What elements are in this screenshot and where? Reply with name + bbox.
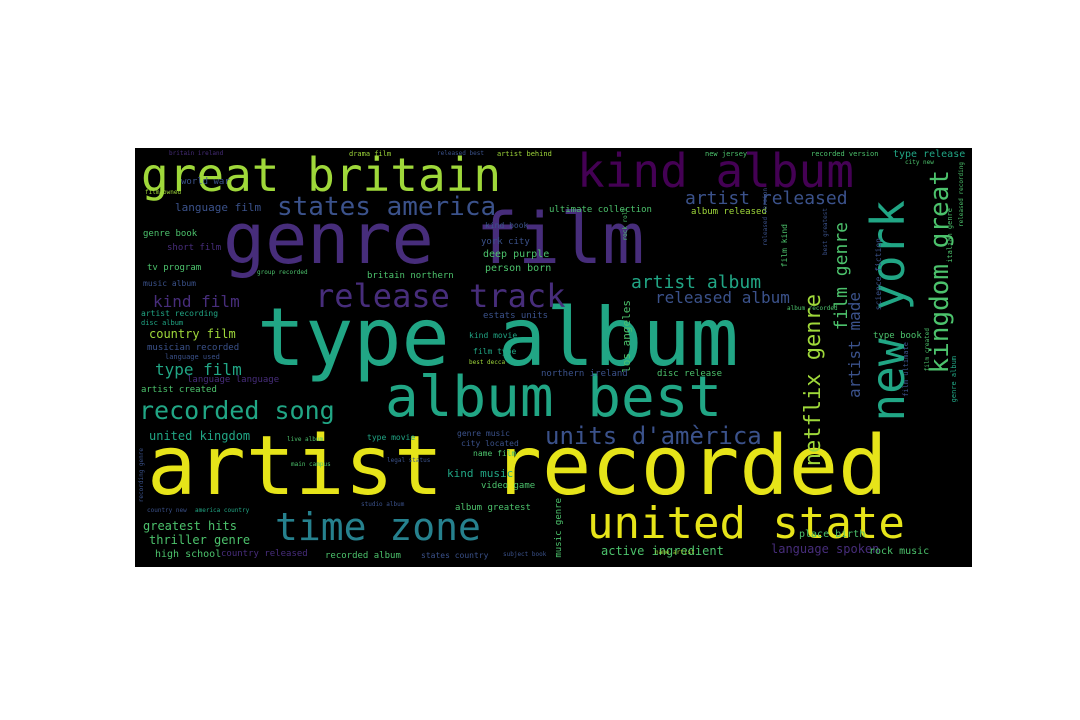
word: artist released (685, 188, 848, 209)
word: states country (421, 551, 489, 560)
word: genre music (457, 429, 510, 438)
word: northern ireland (541, 369, 628, 379)
word: netflix genre (801, 294, 826, 467)
word: deep purple (483, 249, 550, 260)
word: best greatest (822, 208, 829, 255)
word: united state (587, 498, 905, 549)
word: disc album (141, 319, 184, 327)
word: recorded album (325, 551, 401, 561)
word: italian genre (946, 208, 954, 263)
word: type release (893, 149, 966, 160)
word: thriller genre (149, 533, 251, 547)
word: film owned (145, 189, 182, 196)
word: short film (167, 243, 222, 253)
word: released version (762, 188, 769, 246)
word: science fiction (874, 238, 883, 311)
word: name artist (655, 549, 695, 556)
word: type book (873, 331, 922, 341)
word: active ingredient (601, 544, 724, 558)
word: country film (149, 327, 236, 341)
word: album released (691, 207, 767, 217)
word: main campus (291, 461, 331, 468)
word: drama film (349, 150, 392, 158)
word: ultimate collection (549, 205, 652, 215)
word: group recorded (257, 269, 308, 276)
word: world war (181, 177, 230, 187)
word: kind film (153, 292, 240, 311)
word: artist recorded (147, 419, 888, 514)
word: kind movie (469, 331, 518, 340)
word: estats units (483, 311, 549, 321)
word: language spoken (771, 542, 880, 556)
word: artist album (631, 272, 762, 293)
word-cloud: artist recorded type album genre film al… (135, 148, 972, 567)
word: country released (221, 549, 308, 559)
word: artist created (141, 385, 217, 395)
word: new jersey (705, 150, 748, 158)
word: tv program (147, 263, 202, 273)
word: live album (287, 436, 324, 443)
word: released album (655, 288, 790, 307)
word: artist behind (497, 150, 552, 158)
word: time zone (275, 505, 481, 549)
word: music genre (554, 498, 564, 558)
word: recording genre (138, 448, 145, 503)
word: film type (473, 347, 517, 356)
word: kind music (447, 467, 514, 480)
word: release track (315, 277, 566, 315)
word: artist made (845, 292, 864, 398)
word: kind album (577, 148, 854, 198)
word: type film (155, 360, 242, 379)
word: music album (143, 279, 196, 288)
word: studio album (361, 501, 405, 508)
word: genre album (950, 356, 958, 403)
word: film kind (780, 224, 789, 268)
word: place birth (799, 529, 866, 540)
word: film ultimate (902, 342, 910, 397)
word: genre film (223, 198, 645, 280)
word: york city (481, 237, 530, 247)
word: person born (485, 263, 552, 274)
word: los angeles (620, 300, 633, 373)
word: name film (473, 449, 517, 458)
word: rock music (869, 546, 930, 557)
word: high school (155, 549, 222, 560)
word: album best (385, 365, 723, 430)
word: film created (924, 328, 931, 372)
word: artist recording (141, 309, 219, 318)
word: language film (175, 201, 262, 214)
word: released recording (958, 162, 965, 228)
word: language language (187, 375, 280, 385)
word: legal status (387, 457, 431, 464)
word: best decca (469, 359, 506, 366)
word: type album (257, 291, 739, 384)
word: city located (461, 439, 519, 448)
word: britain ireland (169, 150, 224, 157)
word: greatest hits (143, 519, 237, 533)
word: america country (195, 507, 250, 514)
word: recorded version (811, 150, 879, 158)
word: recorded song (139, 396, 335, 425)
word: great britain (141, 148, 502, 202)
word: genre book (143, 229, 198, 239)
word: language used (165, 353, 220, 361)
word: units d'amèrica (545, 422, 762, 450)
word: city new (905, 159, 934, 166)
word: musician recorded (147, 343, 240, 353)
word: united kingdom (149, 429, 251, 443)
word: album recorded (787, 305, 838, 312)
word: subject book (503, 551, 547, 558)
word: type movie (367, 433, 416, 442)
word: britain northern (367, 271, 454, 281)
word: disc release (657, 369, 723, 379)
word: kind book (485, 221, 529, 230)
word: video game (481, 481, 536, 491)
word: released best (437, 150, 484, 157)
word: country new (147, 507, 187, 514)
word: states america (277, 192, 497, 222)
word: album greatest (455, 503, 531, 513)
word: rock roll (622, 208, 629, 241)
